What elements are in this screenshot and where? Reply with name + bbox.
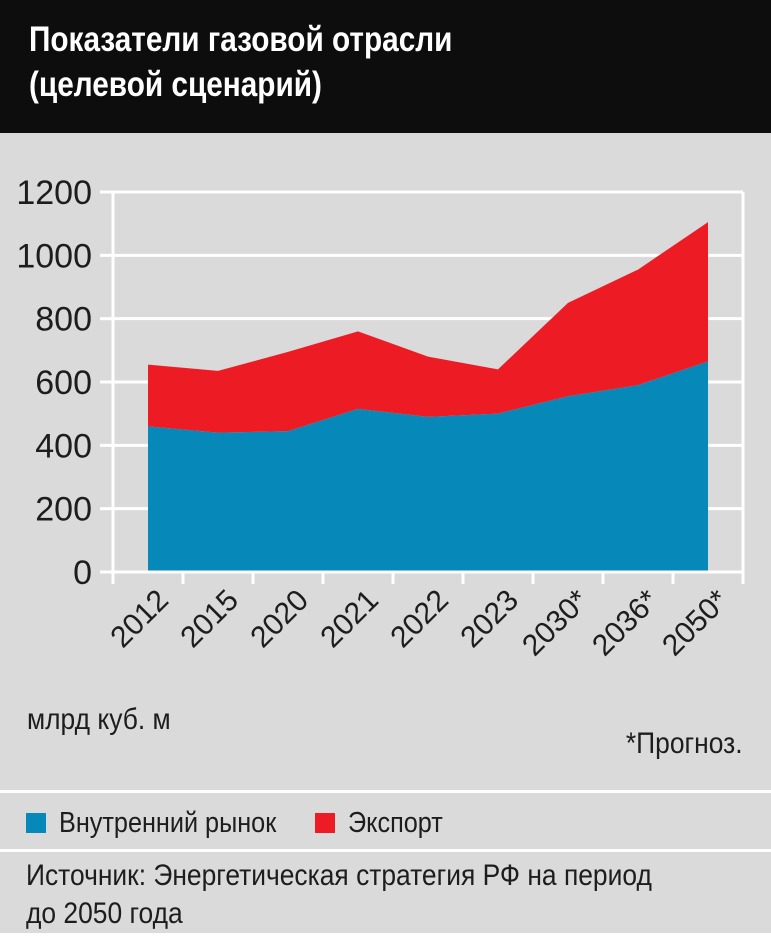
legend-swatch-export (315, 813, 335, 833)
x-axis-label: 2050* (656, 583, 735, 662)
chart-title: Показатели газовой отрасли (целевой сцен… (29, 17, 452, 107)
x-axis-label: 2022 (384, 584, 455, 655)
y-axis-label: 400 (35, 427, 92, 465)
x-axis-label: 2023 (454, 584, 525, 655)
legend-item-domestic: Внутренний рынок (26, 807, 309, 839)
y-axis-label: 0 (73, 554, 92, 592)
units-label: млрд куб. м (27, 703, 171, 736)
legend-label-domestic: Внутренний рынок (59, 806, 277, 839)
export-area (148, 222, 708, 433)
header: Показатели газовой отрасли (целевой сцен… (0, 0, 771, 133)
chart-title-line1: Показатели газовой отрасли (29, 20, 453, 59)
y-axis-label: 800 (35, 301, 92, 339)
y-axis-label: 600 (35, 364, 92, 402)
source-line-2: до 2050 года (26, 897, 183, 930)
chart-title-line2: (целевой сценарий) (29, 65, 322, 104)
source-line-1: Источник: Энергетическая стратегия РФ на… (26, 859, 652, 892)
x-axis-label: 2021 (314, 584, 385, 655)
x-axis-label: 2030* (516, 583, 595, 662)
x-axis-label: 2015 (174, 584, 245, 655)
legend-label-export: Экспорт (348, 806, 443, 839)
bottom-border (0, 933, 771, 937)
divider-above-source (0, 849, 771, 852)
y-axis-label: 200 (35, 491, 92, 529)
source-note: Источник: Энергетическая стратегия РФ на… (26, 857, 652, 933)
forecast-footnote: *Прогноз. (626, 727, 743, 760)
domestic-market-area (148, 361, 708, 572)
x-axis-label: 2012 (104, 584, 175, 655)
y-axis-label: 1000 (16, 237, 92, 275)
divider-above-legend (0, 790, 771, 793)
legend-swatch-domestic (26, 813, 46, 833)
legend-item-export: Экспорт (315, 807, 457, 839)
x-axis-label: 2020 (244, 584, 315, 655)
y-axis-label: 1200 (16, 174, 92, 212)
x-axis-label: 2036* (586, 583, 665, 662)
